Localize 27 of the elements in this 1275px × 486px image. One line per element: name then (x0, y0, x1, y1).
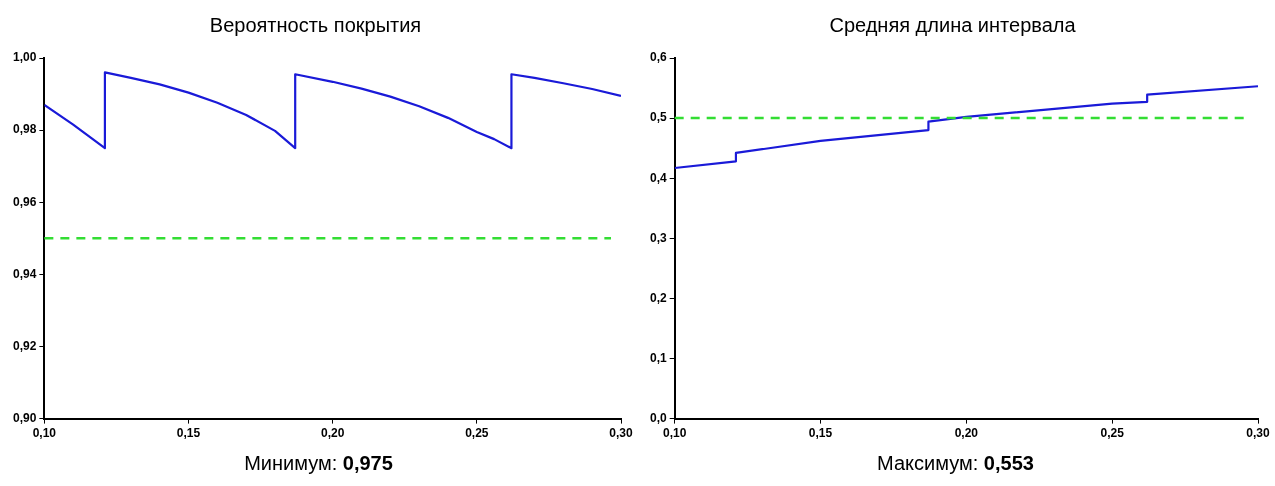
x-tick-label: 0,25 (465, 426, 489, 441)
y-tick-label: 0,4 (649, 170, 667, 185)
y-tick-label: 0,1 (649, 350, 667, 365)
y-tick-label: 0,92 (13, 338, 37, 353)
y-tick-label: 0,2 (649, 290, 667, 305)
y-tick-label: 0,0 (649, 410, 667, 425)
y-tick-label: 0,98 (13, 122, 37, 137)
x-tick-label: 0,15 (176, 426, 201, 441)
text: Максимум: 0,553 (877, 452, 1034, 474)
x-tick-label: 0,30 (609, 426, 633, 441)
chart-title: Средняя длина интервала (829, 13, 1077, 36)
y-tick-label: 0,90 (13, 410, 37, 425)
y-tick-label: 1,00 (13, 50, 37, 65)
y-tick-label: 0,3 (649, 230, 667, 245)
x-tick-label: 0,30 (1246, 426, 1270, 441)
y-tick-label: 0,6 (649, 50, 667, 65)
x-tick-label: 0,25 (1100, 426, 1125, 441)
x-tick-label: 0,20 (321, 426, 345, 441)
x-tick-label: 0,15 (808, 426, 833, 441)
x-tick-label: 0,10 (32, 426, 57, 441)
y-tick-label: 0,96 (13, 194, 37, 209)
text: Минимум: 0,975 (244, 452, 393, 474)
y-tick-label: 0,94 (13, 266, 37, 281)
x-tick-label: 0,10 (663, 426, 687, 441)
x-tick-label: 0,20 (954, 426, 979, 441)
chart-title: Вероятность покрытия (209, 13, 422, 36)
y-tick-label: 0,5 (649, 110, 667, 125)
